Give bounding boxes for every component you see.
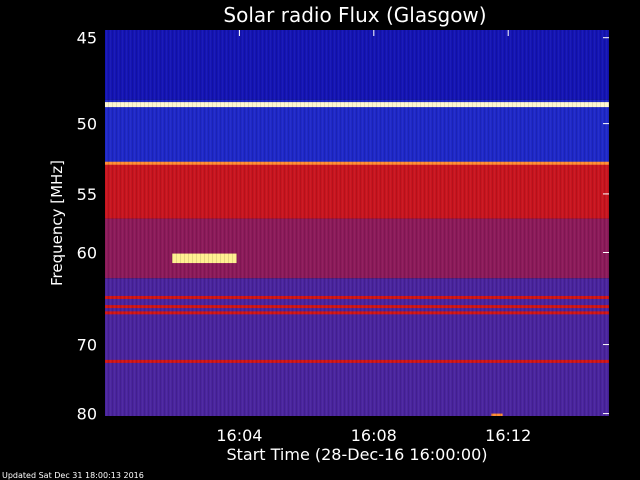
y-axis-label: Frequency [MHz] xyxy=(48,160,66,286)
x-axis-label: Start Time (28-Dec-16 16:00:00) xyxy=(226,445,487,464)
x-tick-label-1: 16:08 xyxy=(351,426,397,445)
y-tick-label-1: 50 xyxy=(77,115,97,134)
y-tick-label-5: 80 xyxy=(77,405,97,424)
update-footer: Updated Sat Dec 31 18:00:13 2016 xyxy=(2,471,144,480)
y-tick-label-0: 45 xyxy=(77,29,97,48)
x-tick-label-0: 16:04 xyxy=(216,426,262,445)
noise-overlay xyxy=(105,30,609,416)
y-tick-label-4: 70 xyxy=(77,336,97,355)
plot-area xyxy=(105,30,609,416)
x-axis-ticks: 16:04 16:08 16:12 xyxy=(216,30,531,445)
y-tick-label-3: 60 xyxy=(77,243,97,262)
y-tick-label-2: 55 xyxy=(77,185,97,204)
x-tick-label-2: 16:12 xyxy=(485,426,531,445)
y-axis-ticks: 45 50 55 60 70 80 xyxy=(77,29,609,424)
chart-title: Solar radio Flux (Glasgow) xyxy=(223,3,486,27)
